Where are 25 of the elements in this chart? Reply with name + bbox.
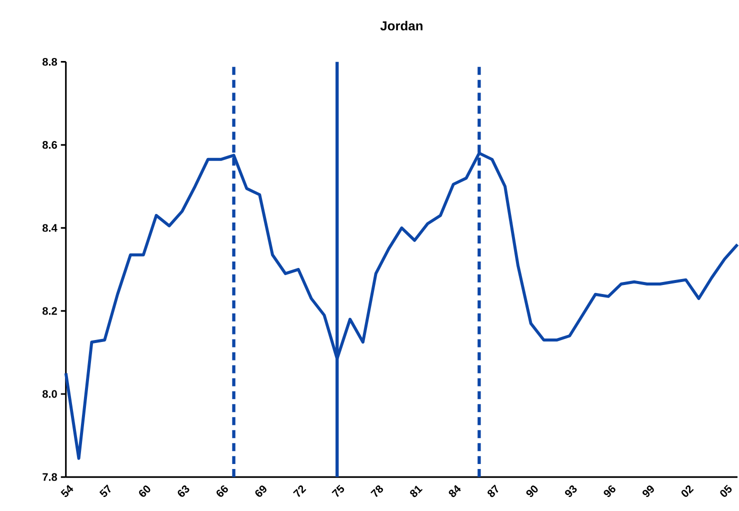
x-tick-label: 81 (410, 486, 423, 498)
x-tick-label: 66 (216, 485, 228, 497)
x-tick-label: 02 (681, 485, 694, 497)
x-tick-label: 54 (60, 484, 74, 497)
x-tick-label: 75 (332, 484, 344, 497)
x-tick-label: 05 (720, 484, 732, 497)
x-tick-label: 93 (565, 485, 577, 498)
x-tick-label: 57 (99, 484, 111, 497)
x-tick-label: 90 (526, 486, 538, 498)
chart-title: Jordan (380, 20, 422, 30)
y-tick-label: 8.8 (42, 58, 58, 66)
y-tick-label: 8.6 (42, 141, 57, 149)
x-tick-label: 78 (370, 485, 384, 498)
x-tick-label: 96 (604, 485, 616, 498)
x-tick-label: 99 (642, 486, 654, 498)
y-tick-label: 8.4 (42, 224, 58, 232)
x-tick-label: 63 (178, 485, 190, 497)
x-tick-label: 60 (139, 486, 150, 497)
x-tick-label: 72 (292, 485, 306, 498)
x-tick-label: 84 (448, 485, 461, 498)
y-tick-label: 7.8 (42, 473, 58, 481)
y-tick-label: 8.0 (42, 390, 57, 398)
x-tick-label: 87 (488, 484, 498, 498)
y-tick-label: 8.2 (42, 307, 57, 315)
x-tick-label: 69 (255, 486, 266, 497)
